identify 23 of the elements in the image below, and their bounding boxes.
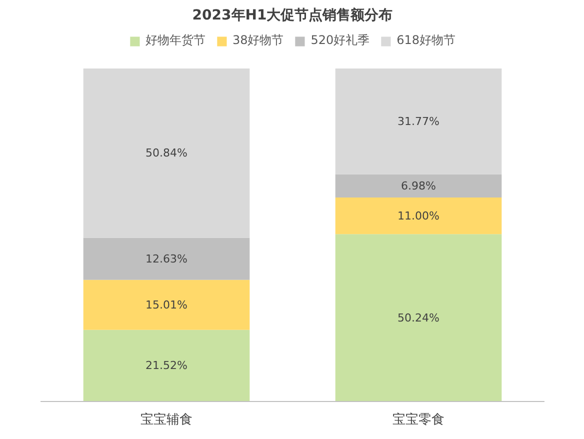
bar <box>335 198 502 234</box>
bar <box>335 68 502 174</box>
data-label: 15.01% <box>146 298 188 312</box>
bar <box>335 174 502 198</box>
legend-label: 38好物节 <box>232 32 284 49</box>
data-label: 6.98% <box>401 179 436 192</box>
data-label: 31.77% <box>398 114 440 128</box>
bar <box>335 234 502 402</box>
data-label: 11.00% <box>398 209 440 222</box>
legend-label: 好物年货节 <box>145 32 206 49</box>
bar <box>83 68 250 238</box>
x-tick-label: 宝宝零食 <box>392 412 444 428</box>
bar <box>83 330 250 402</box>
data-label: 50.84% <box>146 146 188 160</box>
legend-label: 618好物节 <box>396 32 456 49</box>
data-label: 12.63% <box>146 252 188 266</box>
bar <box>83 238 250 280</box>
x-tick-label: 宝宝辅食 <box>140 412 192 428</box>
legend-label: 520好礼季 <box>310 32 370 49</box>
bar <box>83 280 250 330</box>
chart-title: 2023年H1大促节点销售额分布 <box>192 6 393 24</box>
data-label: 21.52% <box>146 359 188 372</box>
data-label: 50.24% <box>398 311 440 324</box>
